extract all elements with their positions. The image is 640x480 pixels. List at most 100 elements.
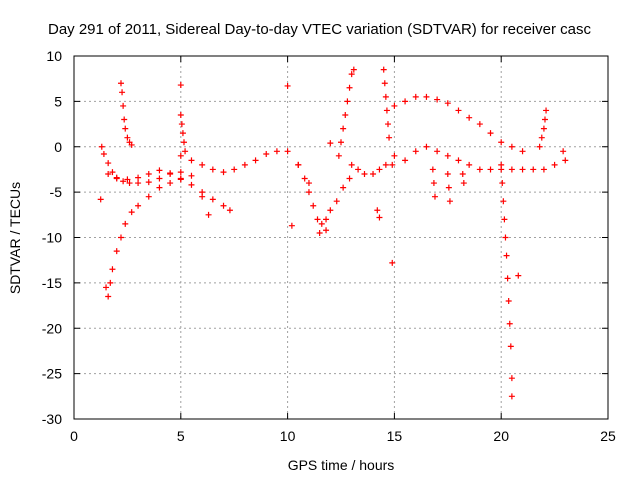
data-point — [301, 175, 308, 182]
data-point — [460, 180, 467, 187]
series-lower-15-21h — [391, 143, 569, 173]
data-point — [167, 170, 174, 177]
data-point — [305, 180, 312, 187]
data-point — [376, 214, 383, 221]
data-point — [346, 175, 353, 182]
data-point — [135, 180, 142, 187]
plot-frame — [73, 55, 609, 420]
data-point — [423, 143, 430, 150]
data-point — [199, 189, 206, 196]
chart-title: Day 291 of 2011, Sidereal Day-to-day VTE… — [48, 21, 591, 38]
data-point — [466, 114, 473, 121]
data-point — [145, 179, 152, 186]
x-tick-label: 25 — [600, 428, 616, 444]
data-point — [188, 181, 195, 188]
data-point — [540, 166, 547, 173]
data-point — [381, 80, 388, 87]
data-point — [117, 234, 124, 241]
data-point — [386, 134, 393, 141]
y-tick-label: 10 — [46, 48, 62, 64]
data-point — [205, 211, 212, 218]
data-point — [476, 121, 483, 128]
data-point — [498, 139, 505, 146]
data-point — [503, 252, 510, 259]
data-point — [226, 207, 233, 214]
x-tick-label: 20 — [493, 428, 509, 444]
data-point — [121, 116, 128, 123]
data-points — [97, 66, 569, 400]
data-point — [501, 216, 508, 223]
data-point — [241, 161, 248, 168]
data-point — [380, 66, 387, 73]
y-axis-label: SDTVAR / TECUs — [7, 182, 23, 294]
data-point — [508, 375, 515, 382]
data-point — [466, 161, 473, 168]
data-point — [177, 111, 184, 118]
data-point — [156, 184, 163, 191]
data-point — [122, 125, 129, 132]
data-point — [305, 189, 312, 196]
data-point — [105, 160, 112, 167]
data-point — [389, 161, 396, 168]
data-point — [505, 298, 512, 305]
data-point — [434, 96, 441, 103]
data-point — [355, 166, 362, 173]
data-point — [543, 107, 550, 114]
y-tick-label: -20 — [42, 320, 62, 336]
x-axis-label: GPS time / hours — [288, 457, 395, 473]
data-point — [446, 198, 453, 205]
data-point — [536, 143, 543, 150]
data-point — [504, 275, 511, 282]
data-point — [508, 166, 515, 173]
data-point — [498, 161, 505, 168]
grid — [74, 56, 608, 419]
data-point — [107, 279, 114, 286]
data-point — [402, 98, 409, 105]
data-point — [383, 107, 390, 114]
data-point — [444, 152, 451, 159]
x-tick-label: 0 — [70, 428, 78, 444]
data-point — [508, 393, 515, 400]
data-point — [344, 98, 351, 105]
data-point — [117, 80, 124, 87]
data-point — [370, 170, 377, 177]
series-spike-5h — [177, 111, 189, 155]
y-tick-label: -15 — [42, 275, 62, 291]
data-point — [455, 107, 462, 114]
data-point — [333, 198, 340, 205]
data-point — [402, 157, 409, 164]
data-point — [429, 166, 436, 173]
data-point — [519, 148, 526, 155]
data-point — [177, 175, 184, 182]
x-tick-labels: 0 5 10 15 20 25 — [70, 428, 616, 444]
data-point — [113, 248, 120, 255]
data-point — [98, 143, 105, 150]
data-point — [335, 152, 342, 159]
data-point — [430, 180, 437, 187]
data-point — [346, 84, 353, 91]
data-point — [423, 93, 430, 100]
data-point — [374, 207, 381, 214]
data-point — [515, 272, 522, 279]
data-point — [120, 102, 127, 109]
series-early-arc-a — [98, 143, 212, 218]
series-band-13-15h — [348, 161, 396, 177]
y-tick-label: 0 — [54, 139, 62, 155]
data-point — [444, 170, 451, 177]
series-dip-11h — [295, 161, 353, 227]
data-point — [487, 166, 494, 173]
data-point — [145, 193, 152, 200]
data-point — [100, 151, 107, 158]
data-point — [327, 207, 334, 214]
data-point — [119, 89, 126, 96]
series-spike-14-7h — [380, 66, 393, 141]
data-point — [508, 143, 515, 150]
data-point — [105, 170, 112, 177]
data-point — [384, 121, 391, 128]
data-point — [459, 170, 466, 177]
series-dense-15-20h — [391, 93, 526, 155]
series-early-arc-b — [105, 167, 233, 214]
series-dips-16-18h — [429, 166, 467, 205]
data-point — [105, 293, 112, 300]
